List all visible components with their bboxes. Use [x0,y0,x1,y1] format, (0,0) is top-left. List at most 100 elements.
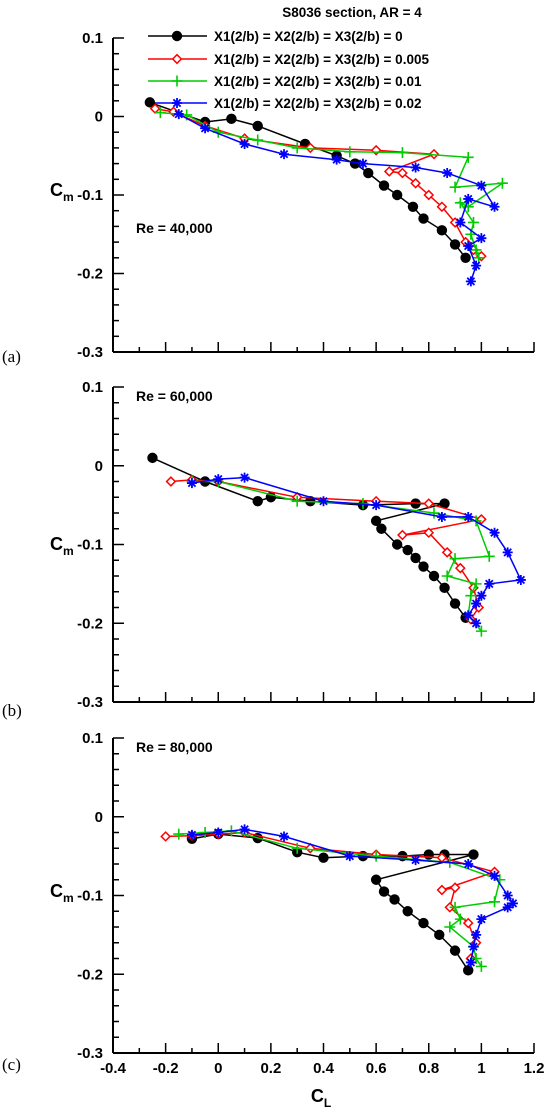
panel-label-b: (b) [2,701,22,720]
data-point [470,244,482,256]
data-point [239,472,250,483]
series-3 [186,824,518,968]
data-point [186,478,197,489]
data-point [436,884,448,896]
data-point [344,146,356,158]
data-point [463,241,474,252]
data-point [378,180,390,191]
data-point [463,859,474,869]
data-point [489,527,500,538]
series-0 [147,452,471,623]
data-point [470,953,482,964]
data-point [439,582,450,594]
series-line [178,113,497,282]
data-point [460,252,471,263]
data-point [173,828,185,840]
data-point [410,162,421,173]
x-tick-label: -0.2 [153,1060,179,1077]
data-point [489,870,500,881]
data-point [402,544,413,556]
data-point [454,562,466,574]
x-tick-label: 0 [214,1060,222,1077]
data-point [454,913,466,925]
data-point [370,874,382,885]
data-point [476,233,487,244]
data-point [165,476,177,487]
series-line [191,828,515,963]
data-point [363,167,374,179]
data-point [471,929,482,940]
data-point [402,906,413,917]
series-line [154,107,482,257]
data-point [397,167,408,179]
data-point [489,201,500,212]
data-point [484,578,495,589]
data-point [483,550,495,562]
data-point [507,898,518,909]
data-point [436,511,447,522]
x-tick-label: 0.4 [313,1060,335,1077]
data-point [371,500,382,511]
data-point [463,511,474,522]
series-3 [173,109,500,287]
data-point [473,252,485,264]
data-point [502,890,513,901]
data-point [471,598,482,609]
re-annotation-a: Re = 40,000 [136,220,213,236]
data-point [376,523,387,534]
data-point [441,547,453,558]
data-point [304,142,316,154]
data-point [449,553,461,565]
data-point [410,855,421,866]
data-point [423,498,435,509]
legend: S8036 section, AR = 4 X1(2/b) = X2(2/b) … [148,5,429,111]
data-point [304,842,316,854]
data-point [441,570,453,582]
y-tick-label: 0 [95,809,103,826]
re-annotation-b: Re = 60,000 [136,388,213,404]
y-tick-label: -0.2 [77,966,103,983]
series-1 [160,827,500,964]
data-point [449,239,461,250]
data-point [475,960,487,972]
data-point [463,965,474,976]
y-axis-label-b: Cm [50,534,74,558]
axes: 0.1 0 -0.1 -0.2 -0.3-0.4 -0.2 0 0.2 0.4 0.6 0.8 1 1.… [77,730,544,1077]
data-point [467,216,479,228]
data-point [147,452,158,464]
data-point [449,882,461,893]
data-point [173,109,184,120]
y-axis-label-a: Cm [50,180,74,204]
data-point [502,902,513,913]
data-point [279,149,290,160]
y-tick-label: -0.3 [77,344,103,361]
data-point [454,197,466,209]
data-point [397,529,408,541]
data-point [468,941,479,952]
data-point [331,154,342,165]
x-tick-label: 1 [477,1060,485,1077]
data-point [502,547,513,558]
data-point [349,158,361,169]
x-axis-label: CL [311,1086,331,1110]
series-0 [144,97,471,263]
series-3 [186,472,526,629]
data-point [357,158,368,169]
data-point [444,921,456,933]
re-annotation-c: Re = 80,000 [136,739,213,755]
x-tick-label: 0.2 [260,1060,281,1077]
data-point [252,120,263,132]
x-tick-label: 0.6 [366,1060,387,1077]
data-point [391,189,403,201]
panel-b: (b) Re = 60,000 Cm 0.1 0 -0.1 -0.2 -0.3 [2,379,535,720]
data-point [475,625,487,637]
axes: 0.1 0 -0.1 -0.2 -0.3 [77,379,535,711]
panel-c: (c) Re = 80,000 Cm CL 0.10-0.1-0.2-0.3-0… [2,730,544,1110]
data-point [463,610,474,621]
data-point [239,138,250,149]
data-point [410,552,421,564]
data-point [462,151,474,163]
data-point [468,849,479,860]
series-line [160,111,506,259]
data-point [418,561,429,572]
